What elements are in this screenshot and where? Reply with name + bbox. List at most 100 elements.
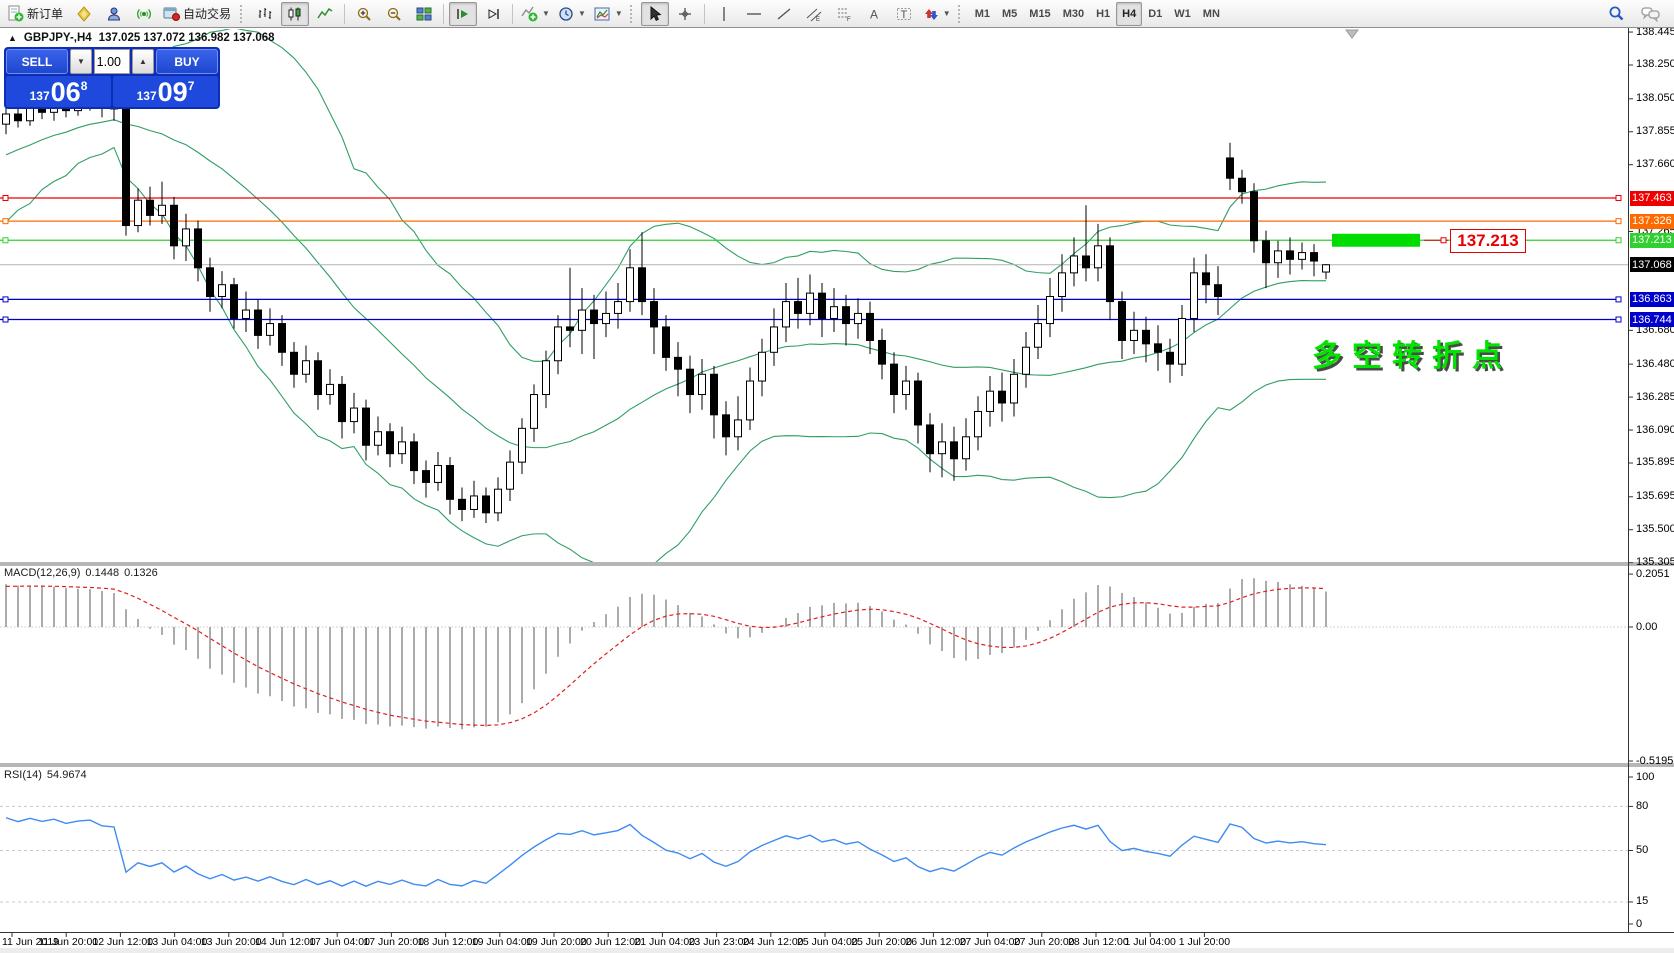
label-anchor-handle[interactable]: [1440, 237, 1447, 244]
buy-price-big: 09: [157, 77, 188, 107]
bear-candle: [1262, 240, 1270, 264]
timeframe-button-m1[interactable]: M1: [974, 7, 990, 20]
cursor-tool-button[interactable]: [640, 1, 669, 26]
price-tick-label: 138.050: [1636, 92, 1674, 105]
timeframe-button-d1[interactable]: D1: [1148, 7, 1163, 20]
profile-button[interactable]: [100, 2, 128, 26]
bear-candle: [1226, 157, 1234, 179]
bull-candle: [734, 419, 742, 438]
macd-tick-label: 0.2051: [1636, 567, 1670, 580]
buy-price[interactable]: 137 09 7: [113, 76, 218, 107]
time-label: 23 Jun 23:00: [688, 936, 750, 948]
bull-candle: [770, 326, 778, 353]
autotrading-icon: [163, 7, 181, 21]
bear-candle: [890, 363, 898, 396]
line-anchor-handle[interactable]: [2, 237, 9, 244]
timeframe-button-w1[interactable]: W1: [1174, 7, 1191, 20]
vertical-line-tool-button[interactable]: [710, 2, 738, 26]
sell-button[interactable]: SELL: [6, 49, 68, 74]
autotrading-button[interactable]: 自动交易: [160, 2, 236, 26]
indicators-button[interactable]: ▼: [518, 2, 553, 26]
channel-tool-button[interactable]: E: [800, 2, 828, 26]
new-order-icon: [8, 5, 24, 22]
volume-decrease-button[interactable]: ▼: [70, 49, 92, 74]
templates-icon: [594, 7, 610, 20]
fibonacci-tool-button[interactable]: F: [830, 2, 858, 26]
bull-candle: [1070, 255, 1078, 274]
candlestick-chart-button[interactable]: [281, 1, 310, 26]
line-anchor-handle[interactable]: [1615, 296, 1622, 303]
bull-candle: [1058, 272, 1066, 298]
chart-annotation-text[interactable]: 多空转折点: [1312, 340, 1512, 373]
chart-shift-marker[interactable]: [1345, 29, 1359, 39]
macd-signal-line: [5, 585, 1327, 727]
sell-price[interactable]: 137 06 8: [6, 76, 111, 107]
text-label-tool-button[interactable]: T: [890, 2, 918, 26]
bear-candle: [674, 356, 682, 370]
line-anchor-handle[interactable]: [1615, 218, 1622, 225]
line-anchor-handle[interactable]: [2, 296, 9, 303]
bull-candle: [1046, 296, 1054, 325]
equidistant-channel-icon: E: [806, 8, 822, 22]
line-anchor-handle[interactable]: [1615, 316, 1622, 323]
line-anchor-handle[interactable]: [2, 316, 9, 323]
volume-input[interactable]: 1.00: [94, 49, 130, 74]
toolbar: 新订单 自动交易: [0, 0, 1674, 28]
bear-candle: [146, 199, 154, 216]
timeframe-button-m5[interactable]: M5: [1002, 7, 1018, 20]
collapse-marker-icon[interactable]: ▲: [8, 33, 17, 43]
line-anchor-handle[interactable]: [2, 218, 9, 225]
toolbar-separator: [512, 3, 514, 24]
templates-button[interactable]: ▼: [591, 2, 626, 26]
bear-candle: [386, 431, 394, 455]
periods-button[interactable]: ▼: [555, 2, 589, 26]
bear-candle: [362, 407, 370, 446]
sell-price-pip: 8: [80, 79, 88, 93]
text-tool-button[interactable]: A: [860, 2, 888, 26]
signals-button[interactable]: [130, 2, 158, 26]
timeframe-button-m15[interactable]: M15: [1029, 7, 1051, 20]
line-anchor-handle[interactable]: [1615, 195, 1622, 201]
svg-text:T: T: [900, 9, 907, 21]
bear-candle: [206, 267, 214, 298]
crosshair-tool-button[interactable]: [671, 2, 699, 26]
time-label: 18 Jun 12:00: [417, 936, 479, 948]
bear-candle: [254, 309, 262, 336]
trendline-tool-button[interactable]: [770, 2, 798, 26]
zoom-in-button[interactable]: [350, 2, 378, 26]
bar-chart-button[interactable]: [251, 2, 279, 26]
search-button[interactable]: [1602, 2, 1630, 26]
line-anchor-handle[interactable]: [1615, 237, 1622, 244]
line-anchor-handle[interactable]: [2, 195, 9, 201]
chat-button[interactable]: [1636, 2, 1664, 26]
symbol-period-label: GBPJPY-,H4: [23, 32, 92, 44]
bull-candle: [1178, 317, 1186, 365]
timeframe-button-mn[interactable]: MN: [1202, 7, 1220, 20]
bull-candle: [266, 323, 274, 336]
price-tick-label: 138.250: [1636, 58, 1674, 71]
volume-increase-button[interactable]: ▲: [132, 49, 154, 74]
buy-button[interactable]: BUY: [156, 49, 218, 74]
bear-candle: [1166, 351, 1174, 365]
tile-windows-button[interactable]: [410, 2, 438, 26]
auto-scroll-button[interactable]: [449, 1, 478, 26]
timeframe-button-h1[interactable]: H1: [1096, 7, 1111, 20]
highlight-tool-button[interactable]: [70, 2, 98, 26]
toolbar-separator: [443, 3, 445, 24]
arrows-tool-button[interactable]: ▼: [920, 2, 954, 26]
new-order-button[interactable]: 新订单: [4, 2, 68, 26]
price-callout-label[interactable]: 137.213: [1450, 229, 1526, 253]
highlight-rectangle-object[interactable]: [1332, 233, 1420, 247]
time-label: 17 Jun 04:00: [309, 936, 370, 948]
timeframe-button-m30[interactable]: M30: [1062, 7, 1085, 20]
bull-candle: [1022, 346, 1030, 375]
line-chart-button[interactable]: [311, 2, 339, 26]
bear-candle: [278, 323, 286, 353]
timeframe-button-h4[interactable]: H4: [1116, 1, 1143, 26]
zoom-out-button[interactable]: [380, 2, 408, 26]
horizontal-line-tool-button[interactable]: [740, 2, 768, 26]
bear-candle: [866, 312, 874, 341]
chart-shift-button[interactable]: [479, 2, 507, 26]
buy-price-pip: 7: [187, 79, 195, 93]
